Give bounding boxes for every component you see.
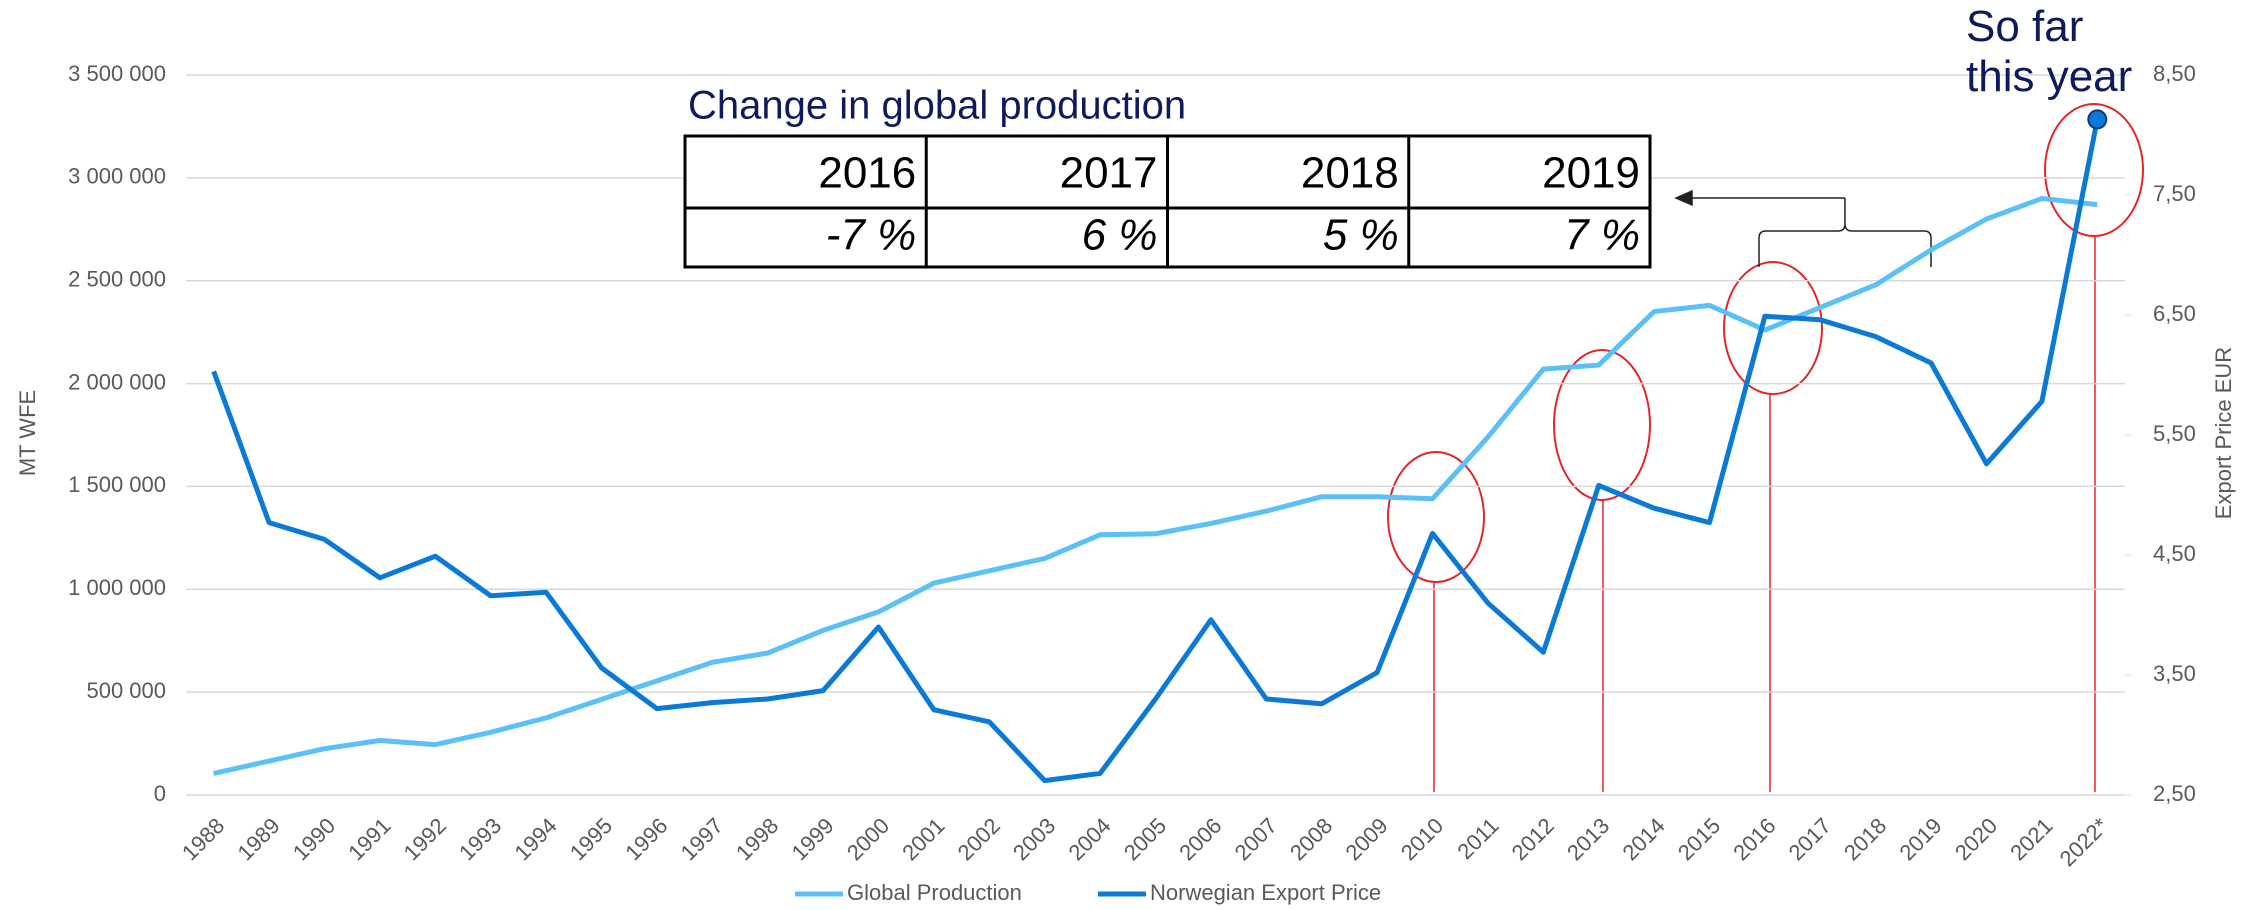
legend-label: Global Production [847,880,1022,905]
x-tick-label: 2012 [1507,813,1559,865]
y-tick-label: 3 000 000 [68,164,166,189]
x-tick-label: 2022* [2055,813,2114,872]
x-tick-label: 2007 [1230,813,1282,865]
x-tick-label: 1999 [786,813,838,865]
x-tick-label: 2005 [1119,813,1171,865]
decor [1387,103,2144,792]
x-tick-label: 2003 [1008,813,1060,865]
highlight-circle [1553,349,1651,501]
x-tick-label: 2006 [1174,813,1226,865]
x-tick-label: 2020 [1950,813,2002,865]
highlight-circle [1723,261,1823,395]
x-tick-label: 2004 [1063,813,1115,865]
x-tick-label: 2013 [1562,813,1614,865]
table-cell: 6 % [1082,211,1158,260]
y2-tick-label: 2,50 [2153,781,2196,806]
table-header: 2019 [1542,149,1640,198]
end-marker [2087,109,2108,130]
x-tick-label: 1998 [731,813,783,865]
arrow-head [1674,189,1693,207]
x-tick-label: 1995 [565,813,617,865]
x-tick-label: 2015 [1673,813,1725,865]
y-tick-label: 3 500 000 [68,61,166,86]
y-axis-title: MT WFE [15,390,40,476]
highlight-circle [1387,451,1485,583]
y-tick-label: 500 000 [86,678,166,703]
highlight-circle [2044,103,2144,237]
x-tick-label: 2019 [1894,813,1946,865]
grid [186,74,2125,796]
x-tick-label: 2018 [1839,813,1891,865]
x-tick-label: 2008 [1285,813,1337,865]
x-tick-label: 2011 [1452,813,1503,864]
series-line [213,195,2098,776]
y2-axis-title: Export Price EUR [2211,347,2236,519]
brace-arrow [1674,189,1932,267]
y2-tick-label: 6,50 [2153,301,2196,326]
x-tick-label: 1988 [177,813,229,865]
y-tick-label: 2 500 000 [68,267,166,292]
y-tick-label: 2 000 000 [68,369,166,394]
y2-tick-label: 4,50 [2153,541,2196,566]
table-title: Change in global production [688,84,1186,128]
x-tick-label: 2016 [1728,813,1780,865]
legend-label: Norwegian Export Price [1150,880,1381,905]
x-tick-label: 1992 [399,813,451,865]
x-tick-label: 1989 [232,813,284,865]
table-cell: 5 % [1323,211,1399,260]
table-header: 2016 [818,149,916,198]
brace [1758,198,1932,267]
x-tick-label: 1990 [288,813,340,865]
series-line [211,118,2100,784]
x-tick-label: 2001 [897,813,949,865]
x-tick-label: 1996 [620,813,672,865]
x-tick-label: 2009 [1340,813,1392,865]
table-cell: 7 % [1564,211,1640,260]
y2-tick-label: 8,50 [2153,61,2196,86]
y2-tick-label: 7,50 [2153,181,2196,206]
x-tick-label: 1997 [676,813,728,865]
table-header: 2018 [1301,149,1399,198]
annotation: So far this year [1966,2,2133,101]
table-cell: -7 % [826,211,916,260]
x-tick-label: 1994 [509,813,561,865]
x-tick-label: 2010 [1396,813,1448,865]
x-tick-label: 2014 [1617,813,1669,865]
y-tick-label: 1 000 000 [68,575,166,600]
x-tick-label: 2017 [1784,813,1836,865]
y-tick-label: 0 [154,781,166,806]
x-tick-label: 1991 [343,813,395,865]
x-tick-label: 2021 [2005,813,2057,865]
x-tick-label: 1993 [454,813,506,865]
x-tick-label: 2000 [842,813,894,865]
table-header: 2017 [1060,149,1158,198]
x-tick-label: 2002 [953,813,1005,865]
y2-tick-label: 5,50 [2153,421,2196,446]
y-tick-label: 1 500 000 [68,472,166,497]
y2-tick-label: 3,50 [2153,661,2196,686]
